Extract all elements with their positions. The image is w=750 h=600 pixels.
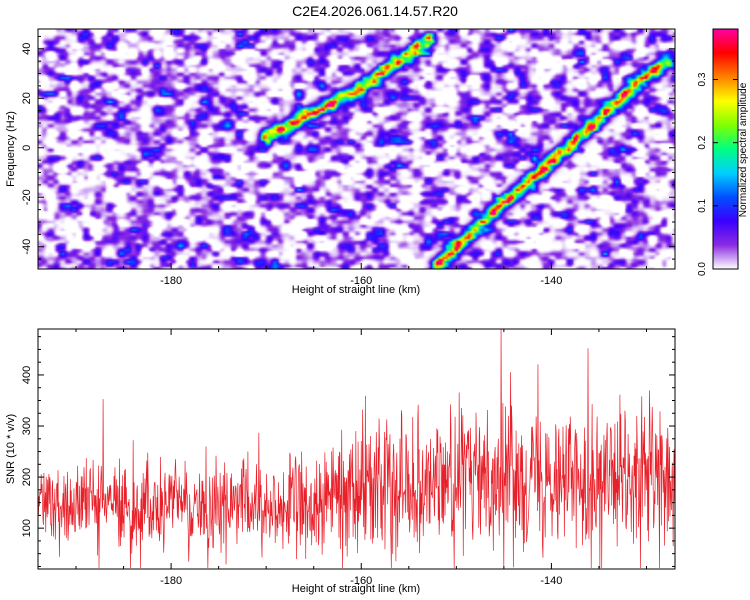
snr-panel: -180 -160 -140 100 200 300 400 Height of stra… bbox=[5, 328, 676, 595]
spectrogram-x-tick-label: -140 bbox=[540, 275, 562, 287]
colorbar-tick-label: 0.0 bbox=[697, 262, 708, 276]
spectrogram-y-label: Frequency (Hz) bbox=[5, 111, 17, 187]
colorbar-frame bbox=[712, 28, 739, 270]
chart-title: C2E4.2026.061.14.57.R20 bbox=[292, 3, 458, 19]
snr-x-tick-label: -180 bbox=[160, 575, 182, 587]
snr-x-label: Height of straight line (km) bbox=[292, 583, 420, 595]
spectrogram-heatmap bbox=[38, 29, 675, 269]
spectrogram-x-axis: -180 -160 -140 bbox=[75, 29, 647, 287]
spectrogram-y-tick-label: -40 bbox=[21, 239, 33, 255]
spectrogram-y-axis: -40 -20 0 20 40 bbox=[21, 35, 675, 260]
snr-x-tick-label: -160 bbox=[350, 575, 372, 587]
spectrogram-x-tick-label: -180 bbox=[160, 275, 182, 287]
spectrogram-y-tick-label: 0 bbox=[21, 145, 33, 151]
spectrogram-y-tick-label: 20 bbox=[21, 92, 33, 104]
spectrogram-y-tick-label: -20 bbox=[21, 189, 33, 205]
snr-y-tick-label: 300 bbox=[21, 417, 33, 435]
snr-y-tick-label: 400 bbox=[21, 366, 33, 384]
colorbar: 0.0 0.1 0.2 0.3 Normalized spectral amplitu… bbox=[697, 28, 749, 276]
snr-y-label: SNR (10 * v/v) bbox=[5, 414, 17, 484]
spectrogram-y-tick-label: 40 bbox=[21, 43, 33, 55]
colorbar-tick-label: 0.3 bbox=[697, 72, 708, 86]
snr-x-tick-label: -140 bbox=[540, 575, 562, 587]
colorbar-tick-label: 0.1 bbox=[697, 198, 708, 212]
spectrogram-x-label: Height of straight line (km) bbox=[292, 284, 420, 296]
snr-y-axis: 100 200 300 400 bbox=[21, 336, 675, 567]
spectrogram-x-tick-label: -160 bbox=[350, 275, 372, 287]
snr-y-tick-label: 200 bbox=[21, 468, 33, 486]
spectrogram-panel: -180 -160 -140 -40 -20 0 20 40 Height of strai… bbox=[5, 28, 676, 296]
snr-y-tick-label: 100 bbox=[21, 519, 33, 537]
colorbar-gradient bbox=[713, 29, 738, 269]
spectrogram-frame bbox=[37, 28, 676, 270]
snr-x-axis: -180 -160 -140 bbox=[75, 329, 647, 587]
colorbar-label: Normalized spectral amplitude bbox=[738, 82, 749, 217]
snr-series-line bbox=[37, 328, 676, 568]
colorbar-ticks: 0.0 0.1 0.2 0.3 bbox=[697, 72, 738, 276]
colorbar-tick-label: 0.2 bbox=[697, 135, 708, 149]
snr-frame bbox=[37, 328, 676, 570]
